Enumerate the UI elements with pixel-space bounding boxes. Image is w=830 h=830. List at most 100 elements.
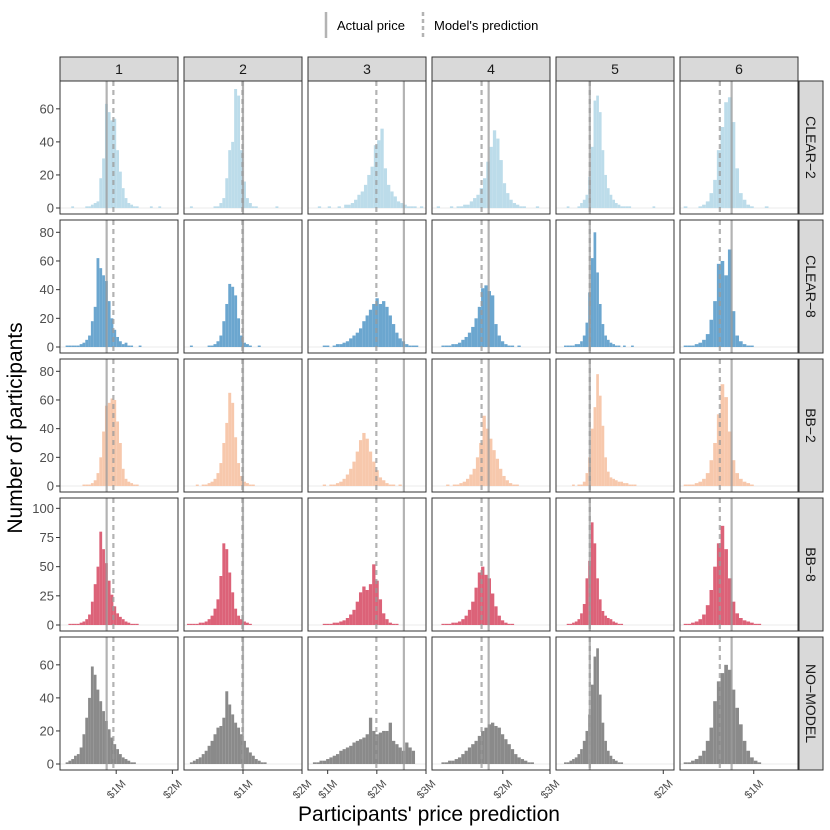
histogram-bar [750,484,754,486]
histogram-bar [598,395,602,486]
histogram-bar [716,150,721,208]
histogram-bar [444,345,449,347]
histogram-bar [731,311,736,347]
panel-background [556,220,674,353]
histogram-bar [119,616,122,625]
histogram-bar [410,206,414,208]
histogram-bar [198,622,202,625]
histogram-bar [198,757,202,764]
histogram-bar [482,178,487,208]
panel-CLEAR−2-5 [555,80,675,215]
histogram-bar [405,742,409,764]
histogram-bar [213,608,217,625]
histogram-bar [342,342,346,347]
histogram-bar [110,120,114,208]
histogram-bar [113,399,117,486]
histogram-bar [358,440,363,486]
histogram-bar [88,484,91,486]
histogram-bar [352,742,356,764]
panel-BB−2-6 [679,358,799,493]
histogram-bar [764,206,769,208]
histogram-bar [495,458,500,486]
histogram-bar [124,342,128,347]
histogram-bar [360,191,364,208]
histogram-bar [316,762,320,764]
histogram-bar [387,184,391,208]
histogram-bar [71,206,75,208]
histogram-bar [705,740,710,764]
histogram-bar [248,484,252,486]
histogram-bar [71,623,75,625]
histogram-bar [245,198,249,208]
histogram-bar [623,206,626,208]
histogram-bar [497,727,501,764]
histogram-bar [413,206,417,208]
histogram-bar [378,599,383,625]
y-axis-title: Number of participants [4,322,27,533]
histogram-bar [237,463,241,486]
histogram-bar [349,338,353,347]
histogram-bar [326,345,330,347]
histogram-bar [506,193,510,208]
histogram-bar [377,140,381,208]
histogram-bar [507,345,511,347]
histogram-bar [74,345,77,347]
histogram-bar [113,606,117,625]
histogram-bar [382,301,386,347]
histogram-bar [694,483,699,486]
histogram-bar [349,745,353,764]
histogram-bar [124,478,128,486]
histogram-bar [225,303,229,347]
histogram-bar [464,336,468,347]
histogram-bar [245,483,249,486]
panel-NO−MODEL-3 [307,636,427,771]
histogram-bar [609,619,613,625]
histogram-bar [593,543,597,625]
panel-border [183,219,303,354]
histogram-bar [405,344,409,347]
histogram-bar [130,483,134,486]
histogram-bar [234,89,238,208]
y-tick-label: 0 [47,618,54,633]
y-tick-label: 75 [40,530,54,545]
histogram-bar [491,295,495,347]
histogram-bar [158,206,162,208]
histogram-bar [368,584,373,625]
histogram-bar [582,740,586,764]
panel-border [183,358,303,493]
histogram-bar [604,457,607,486]
x-tick-label: $1M [316,778,340,802]
histogram-bar [231,141,235,208]
panel-border [307,497,427,632]
panel-CLEAR−8-4 [431,219,551,354]
histogram-bar [454,759,458,764]
panel-border [679,358,799,493]
histogram-bar [451,622,455,625]
histogram-bar [93,203,97,208]
histogram-bar [509,199,513,208]
histogram-bar [248,752,252,764]
histogram-bar [216,341,220,347]
histogram-bar [469,474,473,486]
histogram-bar [580,749,583,764]
panel-NO−MODEL-2 [183,636,303,771]
histogram-bar [204,621,208,625]
histogram-bar [240,150,243,208]
histogram-bar [332,622,336,625]
histogram-bar [585,322,589,347]
histogram-bar [234,722,238,764]
histogram-bar [408,345,412,347]
histogram-bar [85,206,89,208]
histogram-bar [514,754,518,764]
histogram-bar [720,384,725,486]
histogram-bar [368,717,373,764]
histogram-bar [716,543,721,625]
histogram-bar [604,335,607,347]
histogram-bar [96,201,100,208]
histogram-bar [448,345,452,347]
histogram-bar [569,345,573,347]
histogram-bar [130,345,134,347]
histogram-bar [598,694,602,764]
histogram-bar [574,621,578,625]
histogram-bar [500,341,505,347]
